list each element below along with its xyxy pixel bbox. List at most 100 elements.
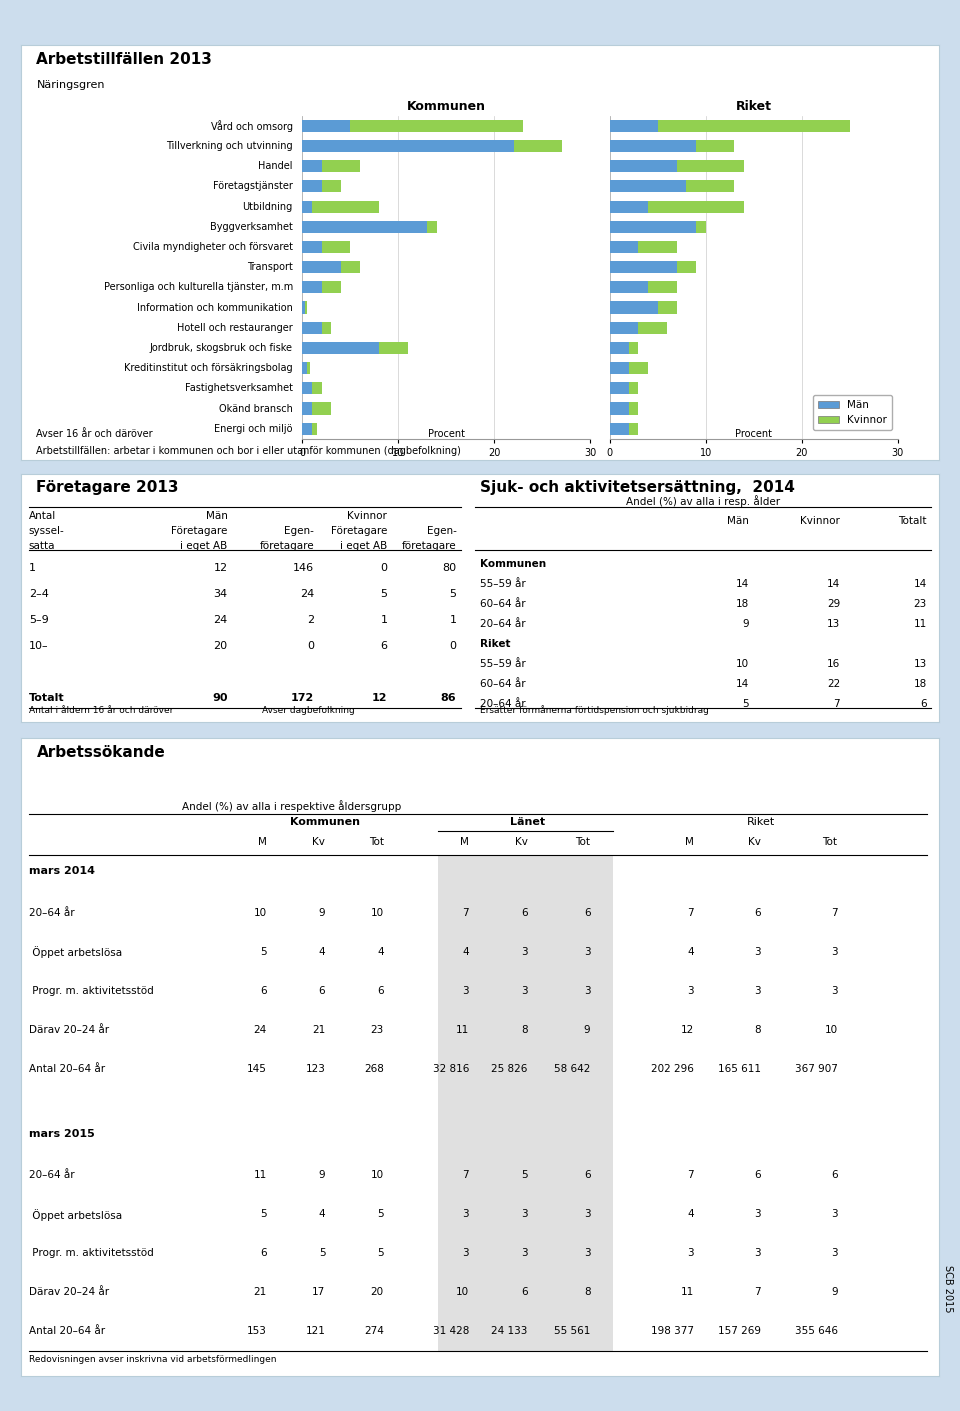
Bar [302,423,312,435]
Text: Avser 16 år och däröver: Avser 16 år och däröver [36,429,153,439]
Text: 13: 13 [913,659,926,669]
Text: 202 296: 202 296 [651,1064,694,1074]
Bar [379,341,408,354]
Text: 10–: 10– [29,641,48,650]
Bar [302,322,322,334]
Text: 5: 5 [742,698,749,708]
Text: Därav 20–24 år: Därav 20–24 år [29,1024,108,1034]
Text: Vård och omsorg: Vård och omsorg [211,120,293,131]
Text: 3: 3 [521,1249,527,1259]
Text: 5: 5 [521,1170,527,1180]
Text: 1: 1 [449,615,457,625]
Bar [610,241,638,253]
Text: 9: 9 [319,907,325,917]
Text: 7: 7 [755,1287,761,1297]
Text: 23: 23 [371,1024,384,1034]
Text: Tot: Tot [575,838,590,848]
Text: 3: 3 [584,947,590,957]
Text: företagare: företagare [402,540,457,550]
Bar [638,241,677,253]
Bar [312,382,322,395]
Text: Kv: Kv [312,838,325,848]
Text: 20–64 år: 20–64 år [29,907,75,917]
Text: 32 816: 32 816 [433,1064,469,1074]
Bar [350,120,523,131]
Text: 11: 11 [456,1024,469,1034]
Text: 14: 14 [827,579,840,588]
Text: mars 2014: mars 2014 [29,866,95,876]
Text: 0: 0 [449,641,457,650]
Text: 157 269: 157 269 [718,1326,761,1336]
Legend: Män, Kvinnor: Män, Kvinnor [813,395,893,430]
Bar [610,200,648,213]
Text: 14: 14 [735,579,749,588]
Text: 2–4: 2–4 [29,590,49,600]
Text: 146: 146 [293,563,314,573]
Text: Arbetssökande: Arbetssökande [36,745,165,761]
Text: 3: 3 [755,986,761,996]
Text: Kvinnor: Kvinnor [348,511,387,521]
Text: 274: 274 [364,1326,384,1336]
Text: 5: 5 [449,590,457,600]
Bar [658,120,850,131]
Text: 12: 12 [213,563,228,573]
Text: 10: 10 [825,1024,837,1034]
Text: 18: 18 [913,679,926,689]
Text: 55–59 år: 55–59 år [480,659,525,669]
Text: Antal i åldern 16 år och däröver: Antal i åldern 16 år och däröver [29,706,173,714]
Text: Progr. m. aktivitetsstöd: Progr. m. aktivitetsstöd [29,986,154,996]
Bar [629,423,638,435]
Text: 24: 24 [253,1024,267,1034]
Text: Företagare: Företagare [171,526,228,536]
Text: Avser dagbefolkning: Avser dagbefolkning [262,706,355,714]
Text: Kreditinstitut och försäkringsbolag: Kreditinstitut och försäkringsbolag [124,363,293,373]
Text: 145: 145 [247,1064,267,1074]
Text: Kommunen: Kommunen [480,559,546,569]
Text: Öppet arbetslösa: Öppet arbetslösa [29,1209,122,1221]
Bar [686,181,734,192]
Text: Procent: Procent [428,429,465,439]
Text: Information och kommunikation: Information och kommunikation [137,302,293,313]
Text: 3: 3 [521,1209,527,1219]
Text: företagare: företagare [259,540,314,550]
Text: 6: 6 [319,986,325,996]
Text: 3: 3 [521,986,527,996]
Text: 29: 29 [827,598,840,608]
Text: 11: 11 [253,1170,267,1180]
Text: Utbildning: Utbildning [243,202,293,212]
Text: 60–64 år: 60–64 år [480,598,525,608]
Bar [302,200,312,213]
Text: 31 428: 31 428 [433,1326,469,1336]
Text: Procent: Procent [735,429,772,439]
Text: 9: 9 [319,1170,325,1180]
Bar [302,281,322,293]
Text: 7: 7 [833,698,840,708]
Text: Totalt: Totalt [899,516,926,526]
Text: 12: 12 [681,1024,694,1034]
Text: Riket: Riket [480,639,511,649]
Text: 90: 90 [212,693,228,703]
Bar [302,159,322,172]
Text: 7: 7 [687,907,694,917]
Bar [629,341,638,354]
Bar [629,363,648,374]
Text: 6: 6 [584,907,590,917]
Text: Näringsgren: Näringsgren [36,80,105,90]
Bar [302,140,514,152]
Text: Därav 20–24 år: Därav 20–24 år [29,1287,108,1297]
Text: Personliga och kulturella tjänster, m.m: Personliga och kulturella tjänster, m.m [104,282,293,292]
Text: Kommunen: Kommunen [290,817,360,827]
Text: 80: 80 [443,563,457,573]
Bar [629,402,638,415]
Text: 6: 6 [521,1287,527,1297]
FancyBboxPatch shape [438,855,612,1352]
Bar [322,159,360,172]
Text: Hotell och restauranger: Hotell och restauranger [177,323,293,333]
Text: Andel (%) av alla i resp. ålder: Andel (%) av alla i resp. ålder [626,495,780,508]
Bar [341,261,360,274]
Text: 6: 6 [755,1170,761,1180]
Text: 9: 9 [742,619,749,629]
Text: Riket: Riket [747,817,776,827]
Text: Tot: Tot [369,838,384,848]
Text: 3: 3 [830,1209,837,1219]
